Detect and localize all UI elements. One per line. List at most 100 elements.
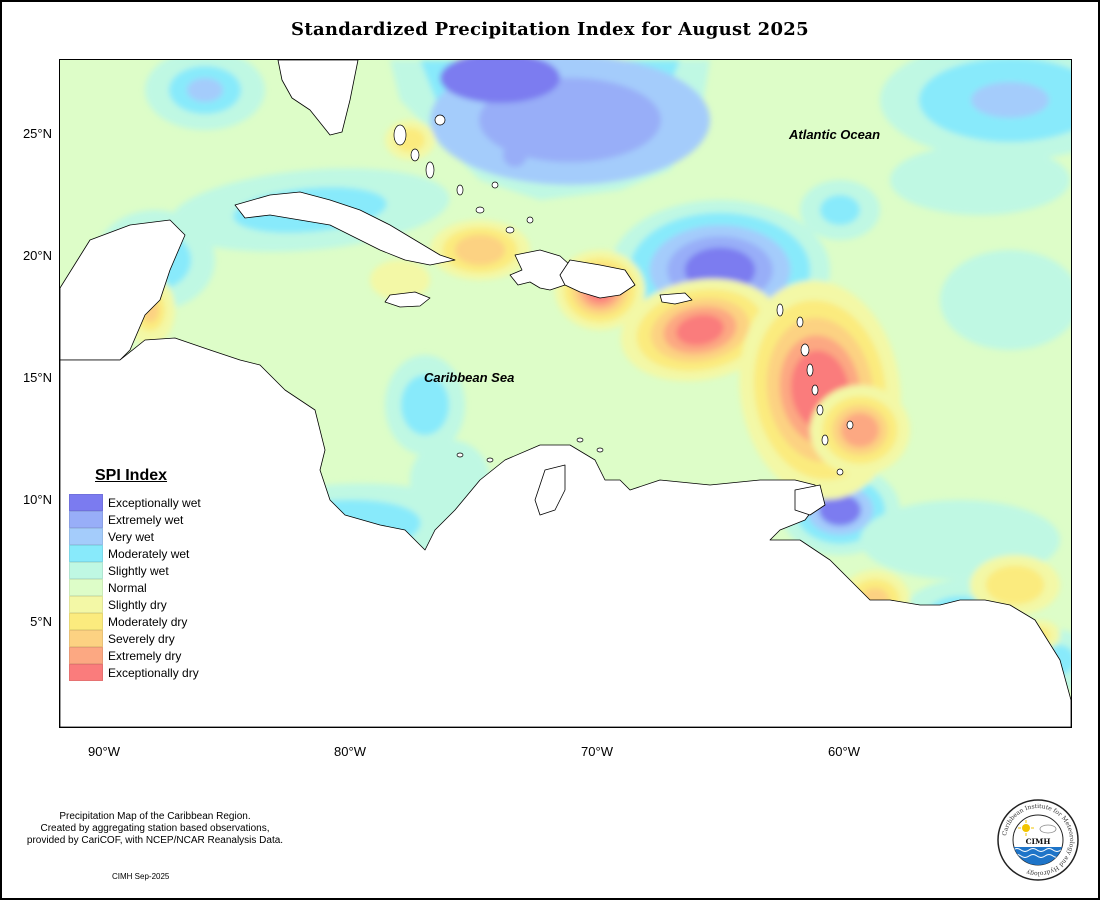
abc-island [456, 452, 464, 458]
lesser-antilles-island [796, 316, 804, 328]
spi-contour [841, 412, 879, 448]
legend-label: Slightly dry [108, 597, 167, 612]
trinidad [794, 484, 826, 516]
legend-label: Extremely wet [108, 512, 184, 527]
footnote-line: Created by aggregating station based obs… [40, 823, 270, 834]
legend-swatch [69, 528, 103, 545]
spi-contour [370, 260, 430, 300]
legend-swatch [69, 630, 103, 647]
legend-swatch [69, 613, 103, 630]
spi-contour [401, 375, 449, 435]
legend-swatch [69, 664, 103, 681]
lon-label-80w: 80°W [334, 744, 366, 759]
spi-contour [187, 78, 223, 102]
lesser-antilles-island [816, 404, 824, 416]
bahamas-island [526, 216, 534, 224]
spi-contour [890, 145, 1070, 215]
legend-item: Extremely wet [69, 511, 201, 528]
lon-label-90w: 90°W [88, 744, 120, 759]
spi-contour [440, 60, 560, 103]
legend-label: Severely dry [108, 631, 175, 646]
spi-map-canvas [60, 60, 1071, 727]
lesser-antilles-island [846, 420, 854, 430]
hispaniola-east [559, 259, 636, 299]
cimh-logo: Caribbean Institute for Meteorology and … [997, 799, 1079, 881]
logo-center-text: CIMH [1026, 837, 1051, 846]
cuba [234, 191, 456, 266]
footnote-line: provided by CariCOF, with NCEP/NCAR Rean… [26, 835, 284, 846]
lesser-antilles-island [811, 384, 819, 396]
spi-contour [819, 494, 861, 526]
spi-contour [820, 195, 860, 225]
spi-contour [676, 314, 724, 346]
bahamas-island [410, 148, 420, 162]
legend-swatch [69, 511, 103, 528]
legend-label: Very wet [108, 529, 155, 544]
spi-contour [971, 82, 1049, 118]
legend-label: Slightly wet [108, 563, 169, 578]
bahamas-island [456, 184, 464, 196]
lesser-antilles-island [776, 303, 784, 317]
florida [277, 60, 359, 136]
legend-item: Exceptionally wet [69, 494, 201, 511]
abc-island [486, 457, 494, 463]
legend-swatch [69, 579, 103, 596]
legend-label: Exceptionally wet [108, 495, 201, 510]
legend-title: SPI Index [95, 467, 168, 484]
legend-label: Exceptionally dry [108, 665, 199, 680]
legend-item: Moderately dry [69, 613, 201, 630]
bahamas-island [425, 161, 435, 179]
legend-item: Slightly wet [69, 562, 201, 579]
legend-label: Moderately wet [108, 546, 190, 561]
legend-label: Extremely dry [108, 648, 182, 663]
lat-label-10n: 10°N [22, 492, 52, 507]
lat-label-15n: 15°N [22, 370, 52, 385]
legend-swatch [69, 647, 103, 664]
lesser-antilles-island [806, 363, 814, 377]
spi-legend: SPI Index Exceptionally wet Extremely we… [69, 467, 201, 681]
legend-item: Exceptionally dry [69, 664, 201, 681]
legend-item: Very wet [69, 528, 201, 545]
legend-label: Moderately dry [108, 614, 188, 629]
spi-contour [940, 250, 1071, 350]
credit-text: CIMH Sep-2025 [112, 872, 170, 881]
legend-label: Normal [108, 580, 147, 595]
footnote-line: Precipitation Map of the Caribbean Regio… [59, 811, 251, 822]
legend-item: Moderately wet [69, 545, 201, 562]
puerto-rico [659, 292, 693, 305]
spi-map [59, 59, 1072, 728]
landmasses [60, 60, 1071, 727]
bahamas-island [393, 124, 407, 146]
bahamas-island [505, 226, 515, 234]
lat-label-5n: 5°N [30, 614, 52, 629]
lesser-antilles-island [800, 343, 810, 357]
legend-swatch [69, 596, 103, 613]
south-central-america [60, 337, 1071, 727]
map-footnote: Precipitation Map of the Caribbean Regio… [10, 811, 300, 847]
lat-label-20n: 20°N [22, 248, 52, 263]
spi-contour [455, 235, 505, 265]
abc-island [576, 437, 584, 443]
bahamas-island [475, 206, 485, 214]
legend-swatch [69, 494, 103, 511]
abc-island [596, 447, 604, 453]
lon-label-70w: 70°W [581, 744, 613, 759]
legend-swatch [69, 545, 103, 562]
atlantic-ocean-label: Atlantic Ocean [789, 127, 881, 142]
map-title: Standardized Precipitation Index for Aug… [291, 19, 809, 40]
lon-label-60w: 60°W [828, 744, 860, 759]
hispaniola-west [509, 249, 571, 291]
legend-item: Severely dry [69, 630, 201, 647]
spi-contour [503, 143, 527, 167]
legend-swatch [69, 562, 103, 579]
spi-contour [985, 565, 1045, 605]
paraguana [534, 464, 566, 516]
jamaica [384, 291, 431, 308]
legend-item: Slightly dry [69, 596, 201, 613]
bahamas-island [491, 181, 499, 189]
caribbean-sea-label: Caribbean Sea [424, 370, 515, 385]
legend-item: Extremely dry [69, 647, 201, 664]
lat-label-25n: 25°N [22, 126, 52, 141]
lesser-antilles-island [821, 434, 829, 446]
bahamas-island [434, 114, 446, 126]
